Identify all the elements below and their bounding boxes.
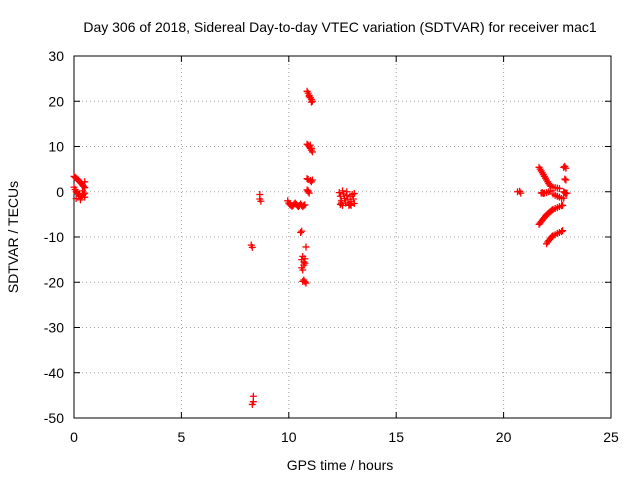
data-point [343, 188, 351, 196]
data-point [347, 201, 355, 209]
data-point [307, 178, 315, 186]
data-point [336, 200, 344, 208]
y-axis-label: SDTVAR / TECUs [5, 181, 21, 293]
data-point [301, 259, 309, 267]
data-point [562, 176, 570, 184]
y-tick-labels: -50 -40 -30 -20 -10 0 10 20 30 [44, 48, 64, 426]
data-point [248, 243, 256, 251]
data-point [559, 201, 567, 209]
data-points [70, 87, 571, 408]
data-point [308, 97, 316, 105]
data-point [248, 400, 256, 408]
x-tick-label: 5 [178, 429, 186, 445]
y-tick-label: -20 [44, 274, 64, 290]
y-tick-label: 20 [48, 93, 64, 109]
data-point [305, 93, 313, 101]
data-point [72, 195, 80, 203]
data-point [346, 200, 354, 208]
data-point [517, 189, 525, 197]
x-tick-label: 0 [70, 429, 78, 445]
data-point [301, 201, 309, 209]
data-point [308, 148, 316, 156]
x-tick-label: 15 [388, 429, 404, 445]
data-point [81, 178, 89, 186]
data-point [257, 197, 265, 205]
data-point [81, 193, 89, 201]
data-point [560, 163, 568, 171]
x-tick-label: 25 [603, 429, 619, 445]
data-point [306, 141, 314, 149]
data-point [80, 182, 88, 190]
chart-title: Day 306 of 2018, Sidereal Day-to-day VTE… [83, 19, 596, 35]
data-point [307, 98, 315, 106]
data-point [302, 243, 310, 251]
data-point [561, 175, 569, 183]
y-tick-label: -30 [44, 320, 64, 336]
data-point [558, 228, 566, 236]
data-point [560, 194, 568, 202]
data-point [307, 144, 315, 152]
x-tick-label: 20 [496, 429, 512, 445]
data-point [562, 189, 570, 197]
data-point [349, 195, 357, 203]
data-point [76, 196, 84, 204]
data-point [298, 227, 306, 235]
data-point [559, 227, 567, 235]
x-axis-label: GPS time / hours [287, 457, 394, 473]
data-point [80, 190, 88, 198]
data-point [350, 190, 358, 198]
x-tick-labels: 0 5 10 15 20 25 [70, 429, 619, 445]
y-tick-label: 0 [56, 184, 64, 200]
y-tick-label: 10 [48, 139, 64, 155]
data-point [304, 187, 312, 195]
data-point [299, 277, 307, 285]
data-point [555, 185, 563, 193]
y-tick-label: -40 [44, 365, 64, 381]
data-point [339, 187, 346, 195]
x-tick-label: 10 [281, 429, 297, 445]
data-point [337, 199, 345, 207]
data-point [299, 266, 307, 274]
grid-lines [74, 56, 611, 418]
y-tick-label: -50 [44, 410, 64, 426]
data-point [297, 228, 305, 236]
y-tick-label: 30 [48, 48, 64, 64]
y-tick-label: -10 [44, 229, 64, 245]
